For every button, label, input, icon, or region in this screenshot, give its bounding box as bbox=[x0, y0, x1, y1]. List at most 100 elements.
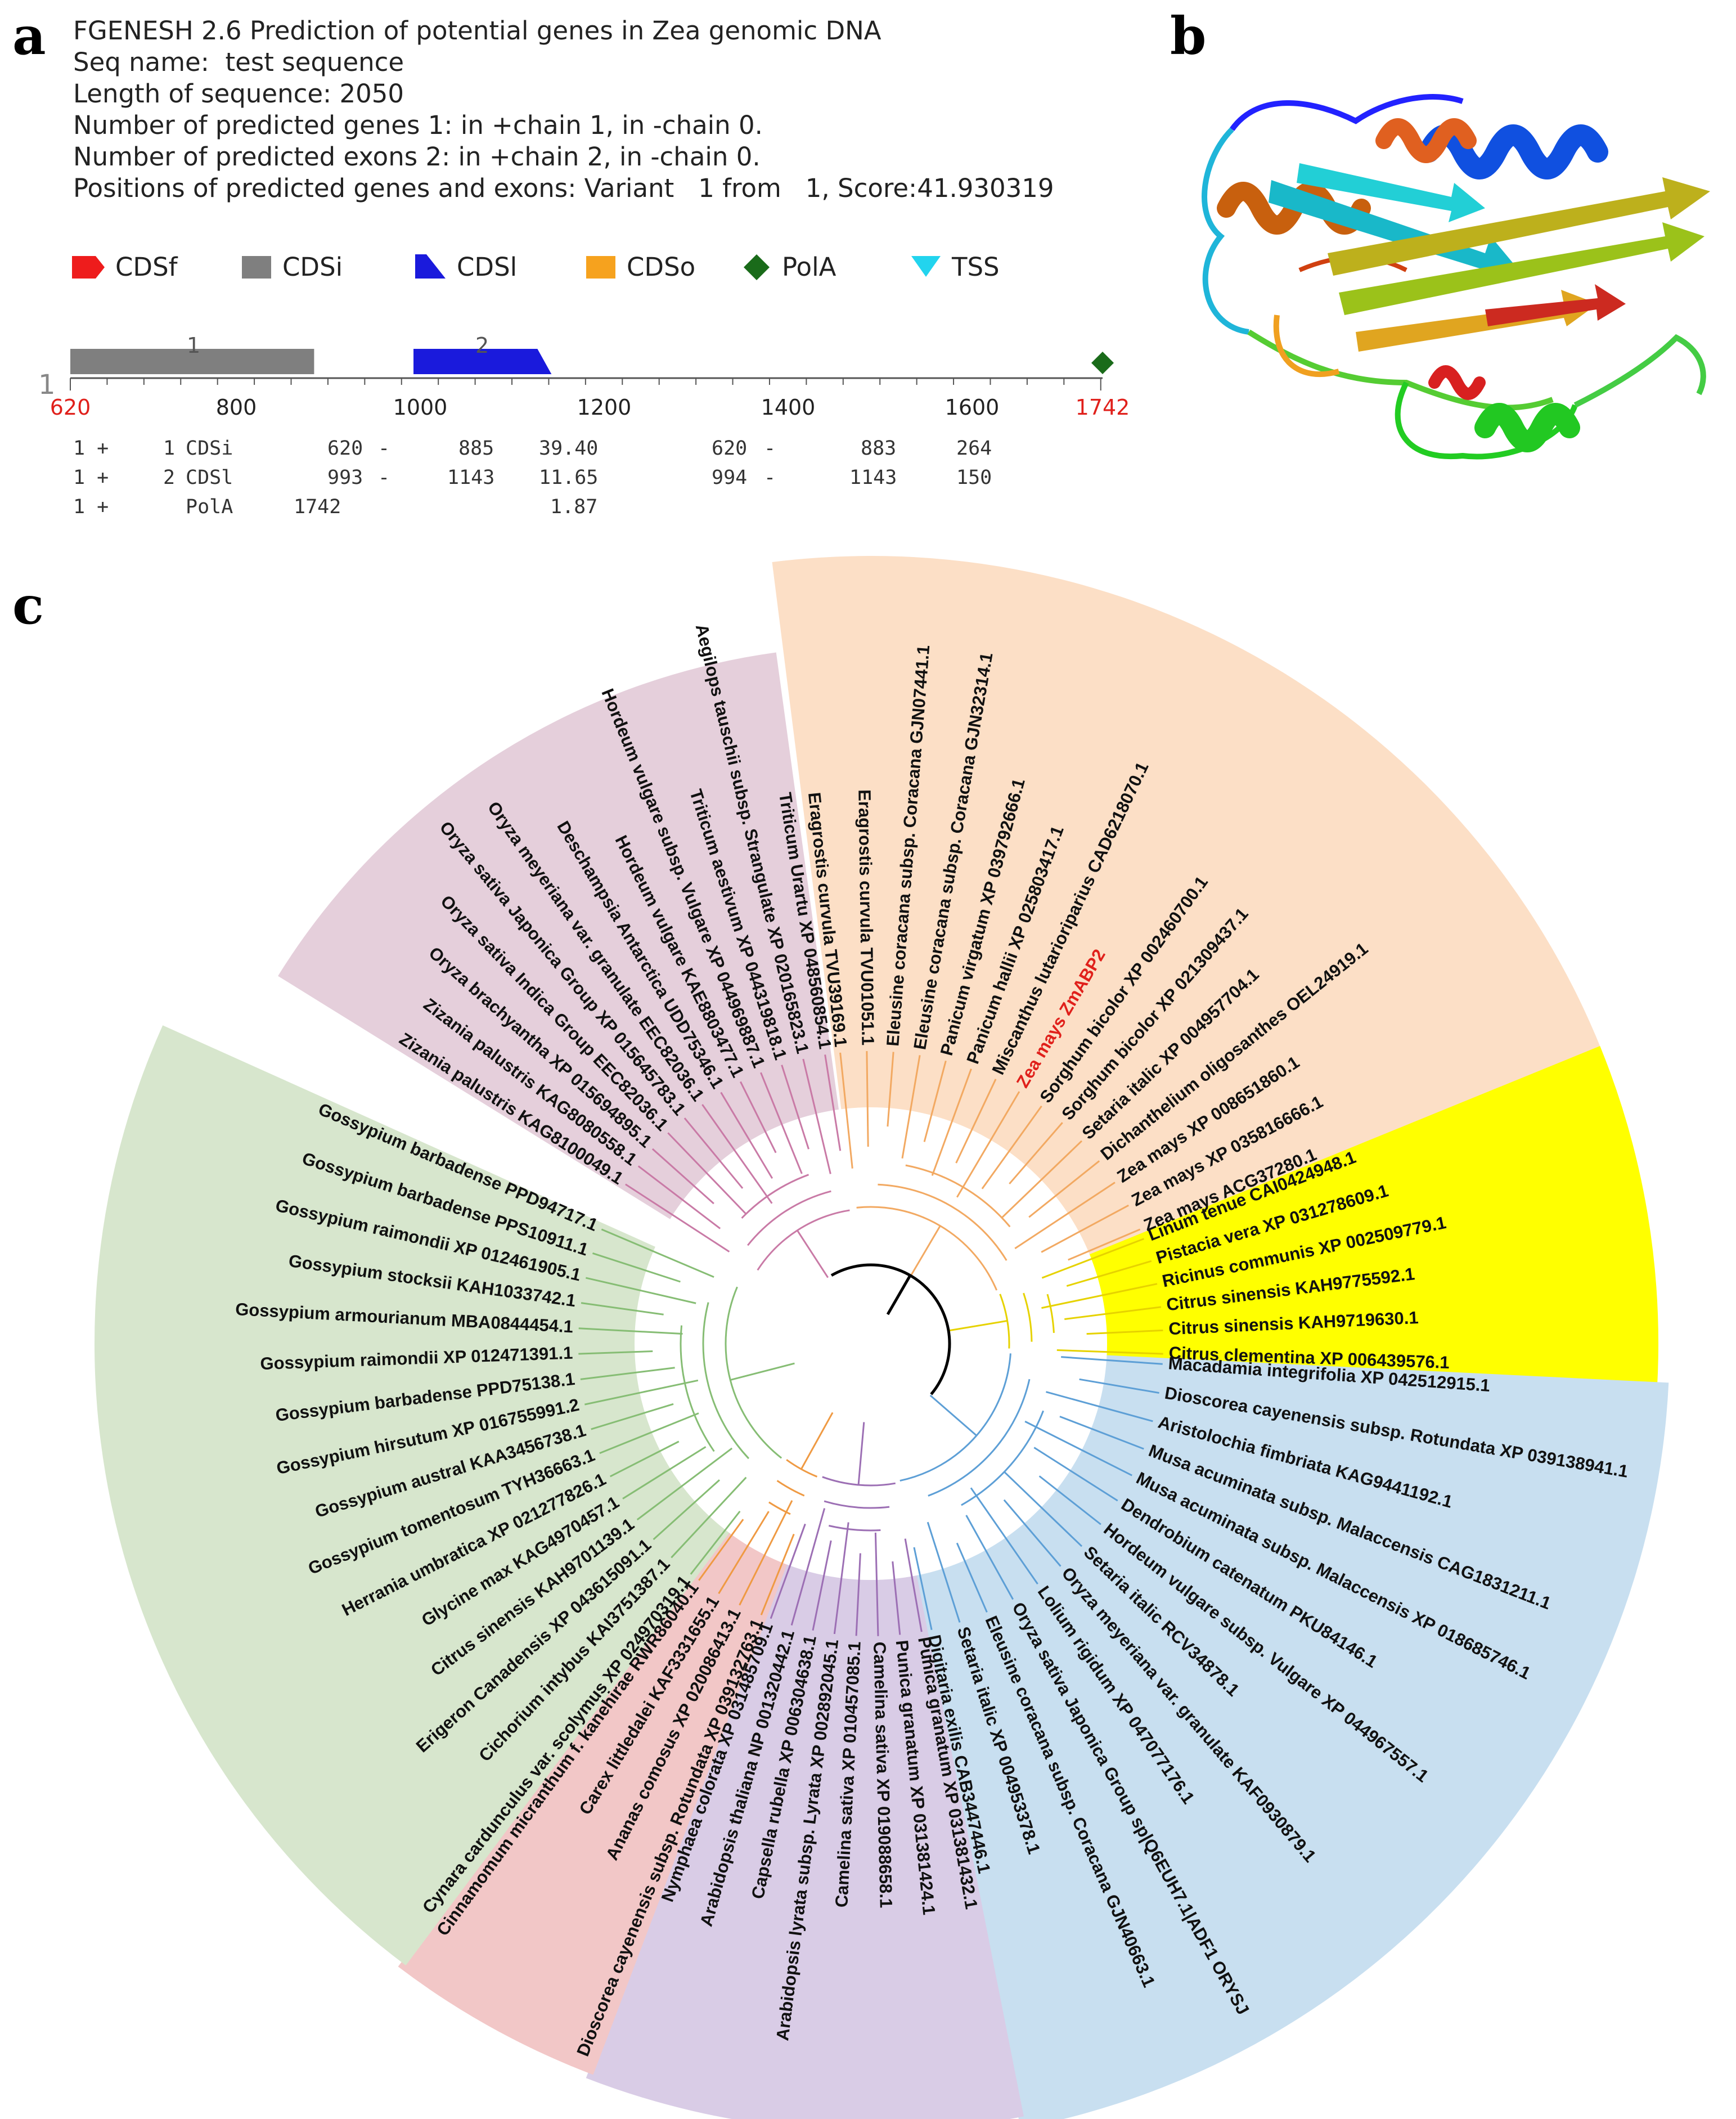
leaf-branch bbox=[1064, 1306, 1162, 1320]
exon-row-1: 1 + 1 CDSi 620 - 885 39.40 620 - 883 264 bbox=[73, 437, 992, 460]
clade-arc bbox=[1046, 1294, 1055, 1333]
exon-1-cdsi bbox=[70, 349, 314, 374]
leaf-branch bbox=[1033, 1447, 1118, 1502]
panel-label-a: a bbox=[12, 6, 46, 66]
leaf-branch bbox=[927, 1521, 961, 1623]
leaf-branch bbox=[970, 1487, 1038, 1585]
leaf-branch bbox=[1046, 1391, 1153, 1422]
panel-label-b: b bbox=[1170, 6, 1207, 66]
exon-label-1: 1 bbox=[187, 333, 201, 358]
clade-arc bbox=[961, 1410, 1044, 1506]
exon-2-cdsl bbox=[413, 349, 552, 374]
clade-stem bbox=[948, 1319, 1008, 1332]
seq-length-line: Length of sequence: 2050 bbox=[73, 79, 404, 109]
axis-tick-1600: 1600 bbox=[945, 395, 1000, 420]
leaf-branch bbox=[1041, 1204, 1129, 1253]
leaf-branch bbox=[584, 1379, 699, 1406]
clade-arc bbox=[905, 1164, 1011, 1228]
clade-arc bbox=[1023, 1292, 1033, 1342]
clade-stem bbox=[800, 1412, 834, 1470]
leaf-branch bbox=[1024, 1420, 1132, 1476]
leaf-branch bbox=[667, 1132, 746, 1214]
leaf-branch bbox=[965, 1515, 1014, 1600]
exon-label-2: 2 bbox=[475, 333, 489, 358]
leaf-branch bbox=[812, 1540, 832, 1631]
clade-arc bbox=[746, 1190, 831, 1246]
leaf-branch bbox=[591, 1403, 674, 1430]
cdsf-icon bbox=[72, 256, 105, 279]
leaf-branch bbox=[683, 1117, 744, 1189]
legend-cdsf: CDSf bbox=[115, 252, 178, 282]
leaf-branch bbox=[1041, 1238, 1144, 1279]
axis-tick-1000: 1000 bbox=[393, 395, 448, 420]
leaf-branch bbox=[955, 1079, 997, 1164]
leaf-branch bbox=[901, 1055, 921, 1159]
clade-stem bbox=[910, 1225, 941, 1277]
legend-polya: PolA bbox=[782, 252, 836, 282]
leaf-branch bbox=[739, 1500, 793, 1606]
leaf-branch bbox=[802, 1058, 831, 1174]
predicted-genes-line: Number of predicted genes 1: in +chain 1… bbox=[73, 110, 763, 140]
axis-tick-800: 800 bbox=[215, 395, 257, 420]
polya-site bbox=[1091, 352, 1114, 374]
leaf-branch bbox=[760, 1072, 803, 1174]
leaf-branch bbox=[720, 1092, 773, 1179]
clade-arc bbox=[741, 1174, 809, 1219]
leaf-branch bbox=[1009, 1122, 1063, 1184]
leaf-branch bbox=[956, 1542, 988, 1613]
legend-cdsl: CDSl bbox=[457, 252, 518, 282]
tree-branches bbox=[578, 1051, 1163, 1636]
leaf-branch bbox=[956, 1091, 1020, 1198]
clade-arc bbox=[776, 1480, 805, 1497]
root-stem bbox=[886, 1274, 912, 1316]
leaf-branch bbox=[833, 1522, 849, 1635]
leaf-branch bbox=[1056, 1349, 1163, 1355]
leaf-branch bbox=[1059, 1416, 1144, 1450]
panel-label-c: c bbox=[12, 575, 44, 636]
clade-arc bbox=[828, 1525, 881, 1532]
leaf-branch bbox=[1086, 1329, 1163, 1335]
feature-legend-icons bbox=[72, 254, 941, 280]
leaf-branch bbox=[651, 1148, 714, 1205]
leaf-branch bbox=[913, 1547, 933, 1630]
leaf-branch bbox=[585, 1277, 696, 1304]
leaf-branch bbox=[981, 1105, 1042, 1189]
leaf-branch bbox=[698, 1519, 744, 1581]
strand-label: 1 bbox=[38, 369, 56, 401]
leaf-branch bbox=[874, 1532, 879, 1636]
leaf-branch bbox=[636, 1447, 733, 1521]
leaf-branch bbox=[653, 1479, 720, 1541]
leaf-branch bbox=[601, 1228, 714, 1278]
leaf-branch bbox=[718, 1511, 770, 1594]
cdsi-icon bbox=[242, 256, 271, 279]
clade-stem bbox=[730, 1362, 795, 1381]
leaf-branch bbox=[923, 1060, 947, 1142]
leaf-branch bbox=[892, 1561, 901, 1635]
leaf-branch bbox=[1066, 1260, 1152, 1287]
clade-stem bbox=[857, 1422, 865, 1485]
exon-row-2: 1 + 2 CDSl 993 - 1143 11.65 994 - 1143 1… bbox=[73, 466, 992, 489]
predicted-exons-line: Number of predicted exons 2: in +chain 2… bbox=[73, 142, 761, 172]
leaf-branch bbox=[580, 1367, 675, 1380]
clade-wedge-lilac bbox=[586, 1344, 1024, 2119]
leaf-branch bbox=[622, 1446, 707, 1500]
leaf-branch bbox=[701, 1104, 773, 1204]
clade-arc bbox=[878, 1183, 1008, 1261]
leaf-label-peach: Eragrostis curvula TVU01051.1 bbox=[854, 789, 878, 1045]
leaf-branch bbox=[609, 1440, 680, 1478]
axis-tick-1200: 1200 bbox=[577, 395, 632, 420]
seq-name-line: Seq name: test sequence bbox=[73, 47, 404, 77]
leaf-branch bbox=[740, 1081, 777, 1153]
leaf-branch bbox=[637, 1165, 721, 1229]
axis-start-label: 620 bbox=[50, 395, 91, 420]
leaf-branch bbox=[1014, 1182, 1116, 1250]
leaf-branch bbox=[839, 1052, 853, 1169]
leaf-branch bbox=[904, 1538, 923, 1632]
clade-arc bbox=[928, 1379, 1031, 1497]
root-arc bbox=[830, 1263, 951, 1395]
leaf-branch bbox=[1041, 1283, 1158, 1309]
leaf-branch bbox=[592, 1252, 681, 1283]
leaf-branch bbox=[790, 1508, 826, 1626]
leaf-branch bbox=[581, 1302, 664, 1316]
clade-arc bbox=[725, 1286, 782, 1459]
